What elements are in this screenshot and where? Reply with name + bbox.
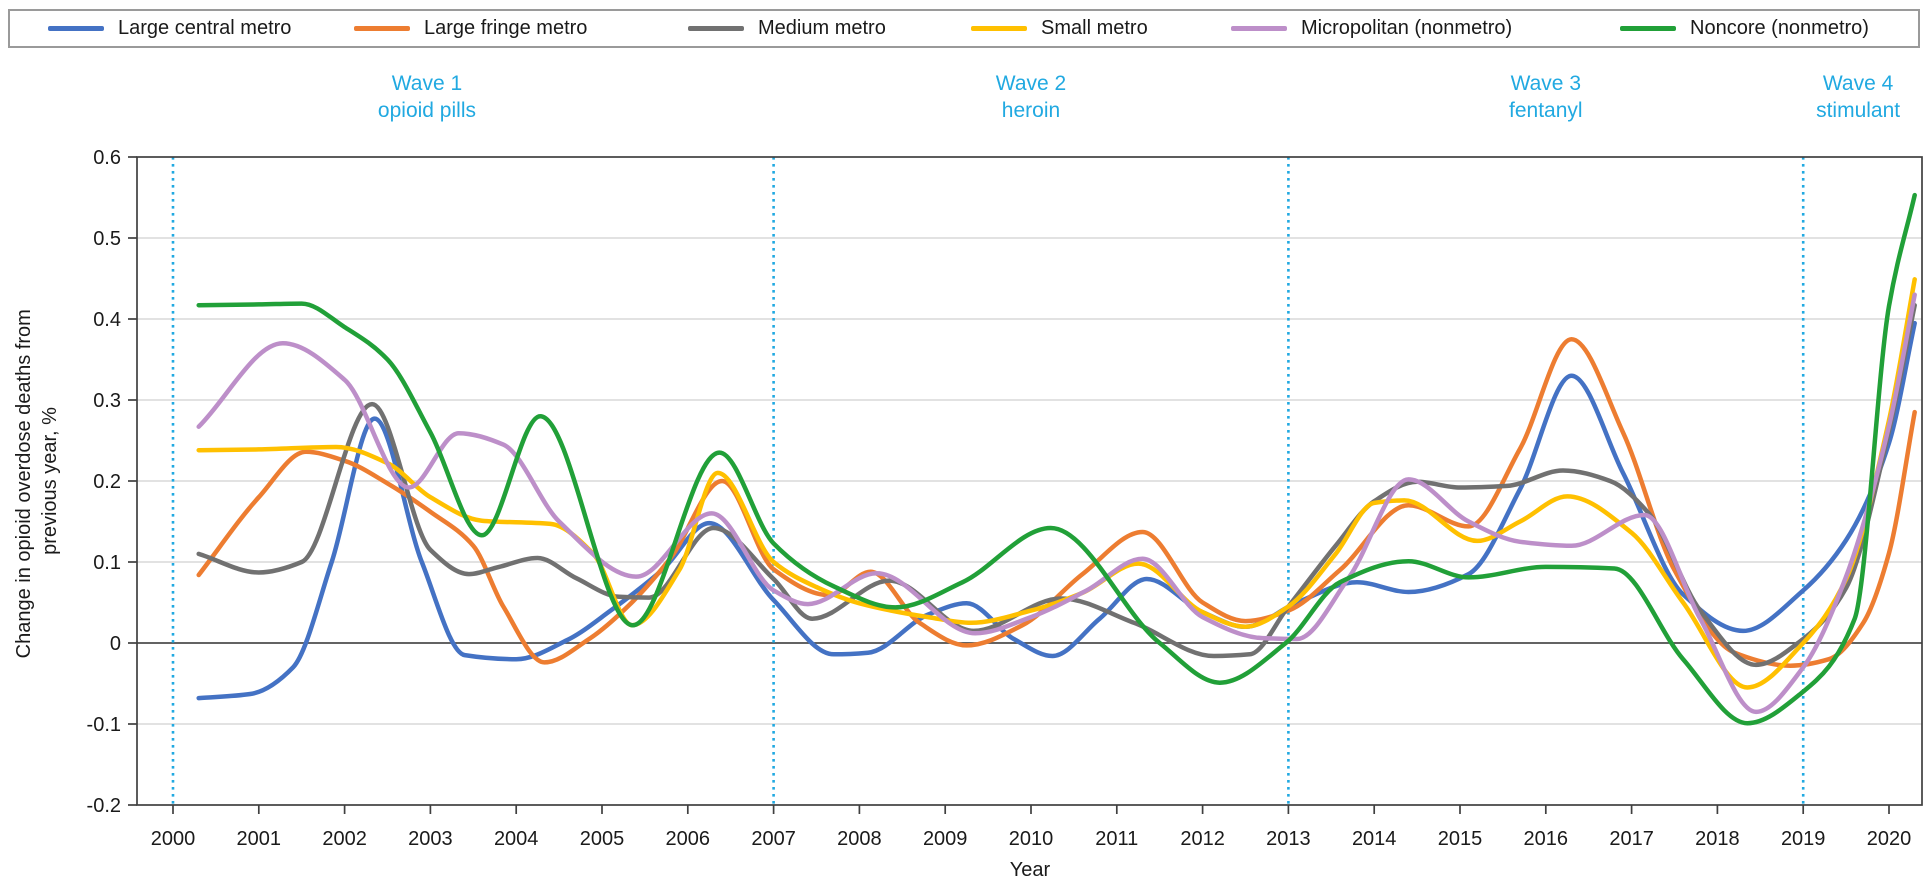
- legend-item: Large fringe metro: [354, 11, 587, 46]
- legend-line-swatch: [971, 26, 1027, 31]
- x-tick-label: 2002: [322, 828, 367, 850]
- x-tick-label: 2001: [237, 828, 282, 850]
- wave-2-label: Wave 2 heroin: [996, 70, 1066, 124]
- x-tick-label: 2018: [1695, 828, 1740, 850]
- x-tick-label: 2020: [1867, 828, 1912, 850]
- wave-reference-lines: [171, 157, 1805, 805]
- wave-subtitle: fentanyl: [1509, 99, 1583, 122]
- y-tick-label: 0.1: [93, 552, 121, 574]
- y-tick-label: 0: [110, 633, 121, 655]
- legend-line-swatch: [48, 26, 104, 31]
- wave-1-label: Wave 1 opioid pills: [378, 70, 476, 124]
- legend-item: Medium metro: [688, 11, 886, 46]
- y-tick-label: -0.2: [87, 795, 121, 817]
- wave-subtitle: stimulant: [1816, 99, 1901, 122]
- x-tick-label: 2007: [751, 828, 796, 850]
- wave-3-label: Wave 3 fentanyl: [1509, 70, 1583, 124]
- legend-label: Large central metro: [118, 17, 292, 39]
- x-tick-label: 2016: [1524, 828, 1569, 850]
- legend-label: Medium metro: [758, 17, 886, 39]
- x-tick-label: 2015: [1438, 828, 1483, 850]
- legend-item: Noncore (nonmetro): [1620, 11, 1869, 46]
- legend-label: Small metro: [1041, 17, 1148, 39]
- wave-title: Wave 1: [391, 72, 463, 95]
- wave-title: Wave 4: [1822, 72, 1894, 95]
- x-tick-label: 2011: [1095, 828, 1138, 850]
- y-tick-label: 0.3: [93, 390, 121, 412]
- series-line-large-fringe-metro: [196, 337, 1917, 668]
- legend: Large central metro Large fringe metro Med…: [8, 9, 1920, 48]
- y-tick-label: 0.4: [93, 309, 121, 331]
- x-tick-label: 2006: [666, 828, 711, 850]
- legend-line-swatch: [688, 26, 744, 31]
- series-line-medium-metro: [196, 302, 1917, 668]
- y-tick-label: 0.2: [93, 471, 121, 493]
- legend-label: Micropolitan (nonmetro): [1301, 17, 1513, 39]
- x-tick-label: 2010: [1009, 828, 1054, 850]
- series-line-micropolitan-nonmetro: [196, 292, 1917, 715]
- y-axis-title-line2: previous year, %: [39, 407, 61, 555]
- legend-line-swatch: [1620, 26, 1676, 31]
- series-line-small-metro: [196, 277, 1917, 690]
- wave-4-label: Wave 4 stimulant: [1816, 70, 1900, 124]
- legend-line-swatch: [354, 26, 410, 31]
- wave-subtitle: heroin: [1001, 99, 1061, 122]
- x-tick-label: 2017: [1609, 828, 1654, 850]
- wave-title: Wave 3: [1510, 72, 1581, 95]
- series-lines: [196, 192, 1917, 726]
- legend-line-swatch: [1231, 26, 1287, 31]
- legend-label: Large fringe metro: [424, 17, 588, 39]
- x-tick-label: 2003: [408, 828, 453, 850]
- x-tick-label: 2008: [837, 828, 882, 850]
- legend-label: Noncore (nonmetro): [1690, 17, 1869, 39]
- y-tick-label: 0.5: [93, 228, 121, 250]
- x-tick-label: 2019: [1781, 828, 1826, 850]
- legend-item: Large central metro: [48, 11, 291, 46]
- axis-ticks: 0.6 0.5 0.4 0.3 0.2 0.1 0 -0.1 -0.2 2000 2001 2002 2…: [87, 147, 1912, 850]
- wave-subtitle: opioid pills: [377, 99, 476, 122]
- x-tick-label: 2009: [923, 828, 968, 850]
- y-tick-label: 0.6: [93, 147, 121, 169]
- x-tick-label: 2013: [1266, 828, 1311, 850]
- y-axis-title: Change in opioid overdose deaths from pr…: [13, 304, 61, 659]
- x-tick-label: 2012: [1180, 828, 1225, 850]
- x-tick-label: 2004: [494, 828, 539, 850]
- x-tick-label: 2014: [1352, 828, 1397, 850]
- wave-title: Wave 2: [995, 72, 1067, 95]
- series-line-noncore-nonmetro: [196, 192, 1917, 726]
- legend-item: Micropolitan (nonmetro): [1231, 11, 1512, 46]
- y-tick-label: -0.1: [87, 714, 121, 736]
- x-tick-label: 2000: [151, 828, 196, 850]
- y-axis-title-line1: Change in opioid overdose deaths from: [13, 309, 35, 658]
- x-axis-title: Year: [1010, 859, 1051, 881]
- x-tick-label: 2005: [580, 828, 625, 850]
- legend-item: Small metro: [971, 11, 1148, 46]
- series-line-large-central-metro: [196, 320, 1917, 701]
